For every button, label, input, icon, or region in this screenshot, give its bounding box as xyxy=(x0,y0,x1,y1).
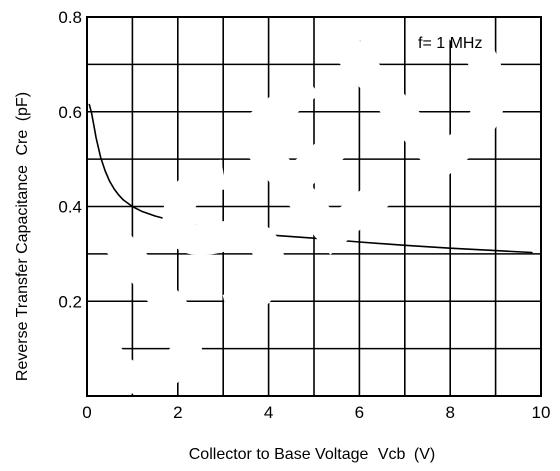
y-axis-label: Reverse Transfer Capacitance Cre (pF) xyxy=(14,92,31,381)
x-tick-label: 10 xyxy=(532,403,551,422)
plot-frame xyxy=(86,16,542,397)
x-tick-label: 0 xyxy=(82,403,91,422)
x-axis-ticks: 0 2 4 6 8 10 xyxy=(82,403,550,422)
x-tick-label: 2 xyxy=(173,403,182,422)
x-tick-label: 4 xyxy=(264,403,273,422)
y-axis-label-unit: (pF) xyxy=(14,92,31,121)
annotation-frequency: f= 1 MHz xyxy=(418,35,482,52)
watermark-stroke xyxy=(317,0,506,183)
y-axis-ticks: 0.2 0.4 0.6 0.8 xyxy=(58,8,82,311)
watermark-stroke xyxy=(45,233,203,396)
watermark-stroke xyxy=(269,130,350,205)
watermark-stroke xyxy=(227,71,320,156)
watermark-stroke xyxy=(311,170,404,255)
series-line-1 xyxy=(88,103,533,254)
x-axis-label-symbol: Vcb xyxy=(378,446,406,463)
y-tick-label: 0.8 xyxy=(58,8,82,27)
y-axis-label-symbol: Cre xyxy=(14,130,31,156)
series-layer xyxy=(88,103,533,254)
x-axis-label: Collector to Base Voltage Vcb (V) xyxy=(189,446,435,463)
y-tick-label: 0.4 xyxy=(58,198,82,217)
y-tick-label: 0.6 xyxy=(58,103,82,122)
watermark-stroke xyxy=(162,159,285,325)
x-tick-label: 6 xyxy=(355,403,364,422)
watermark-letters xyxy=(45,0,506,396)
x-axis-label-unit: (V) xyxy=(414,446,435,463)
x-tick-label: 8 xyxy=(445,403,454,422)
y-tick-label: 0.2 xyxy=(58,292,82,311)
x-axis-label-text: Collector to Base Voltage xyxy=(189,446,369,463)
y-axis-label-text: Reverse Transfer Capacitance xyxy=(14,165,31,381)
watermark xyxy=(45,0,506,396)
